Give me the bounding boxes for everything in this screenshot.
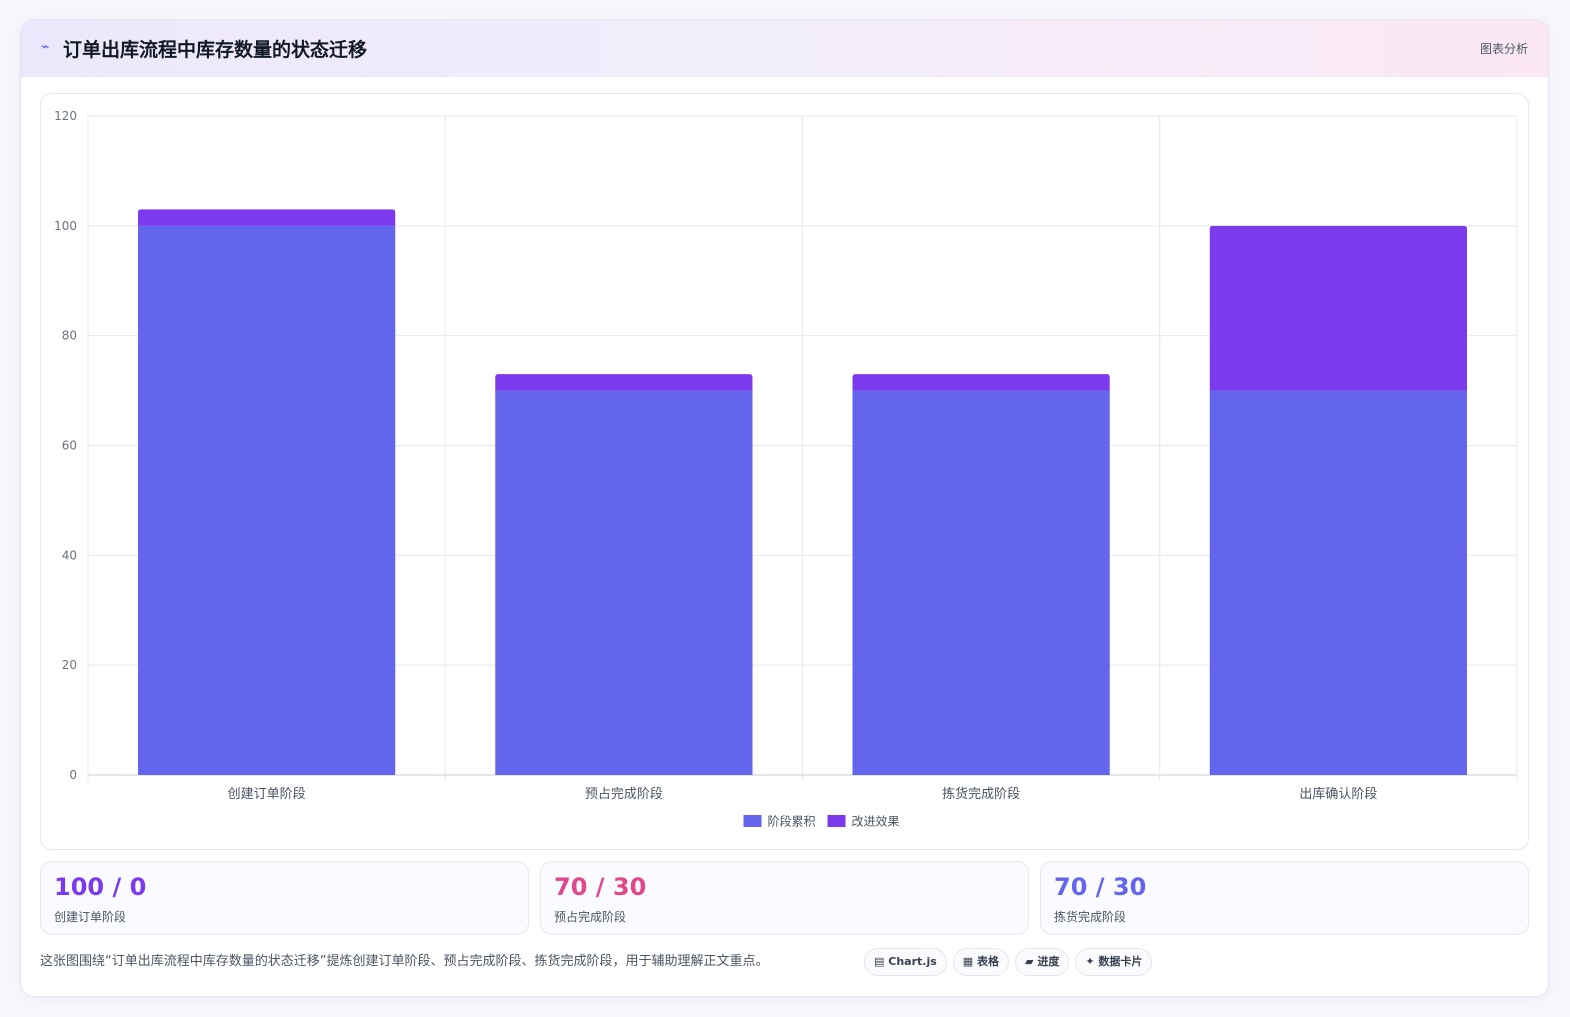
card-header: ⌁ 订单出库流程中库存数量的状态迁移 图表分析 bbox=[21, 20, 1548, 77]
stat-cards: 100 / 0 创建订单阶段 70 / 30 预占完成阶段 70 / 30 拣货… bbox=[40, 861, 1529, 935]
stat-card-reserve: 70 / 30 预占完成阶段 bbox=[540, 861, 1029, 935]
bar-segment-2 bbox=[852, 374, 1110, 391]
bar-segment-1 bbox=[1209, 390, 1467, 775]
x-tick-label: 出库确认阶段 bbox=[1299, 786, 1377, 802]
y-tick-label: 80 bbox=[62, 329, 77, 343]
tag-table[interactable]: ▦ 表格 bbox=[952, 948, 1010, 976]
chart-line-icon: ⌁ bbox=[41, 39, 50, 55]
bar-segment-2 bbox=[138, 209, 396, 226]
x-tick-label: 创建订单阶段 bbox=[228, 787, 306, 802]
x-tick-label: 预占完成阶段 bbox=[585, 787, 663, 802]
progress-icon: ▰ bbox=[1025, 955, 1034, 968]
legend-swatch bbox=[743, 815, 762, 827]
chart-icon: ▤ bbox=[874, 955, 885, 968]
chart-container: 0 20 40 60 80 100 120 创建订单阶段 预占完成阶段 拣货完成阶段 出库确认阶段阶… bbox=[40, 93, 1529, 850]
legend-label: 阶段累积 bbox=[768, 814, 816, 829]
stat-label: 预占完成阶段 bbox=[554, 910, 627, 924]
stat-value: 70 / 30 bbox=[1054, 873, 1147, 901]
chart-analysis-label: 图表分析 bbox=[1479, 42, 1528, 56]
chart-card: ⌁ 订单出库流程中库存数量的状态迁移 图表分析 0 20 40 60 80 100 120 创… bbox=[20, 19, 1549, 997]
card-title: 订单出库流程中库存数量的状态迁移 bbox=[63, 39, 368, 61]
stat-card-create: 100 / 0 创建订单阶段 bbox=[40, 861, 529, 935]
y-tick-label: 40 bbox=[62, 548, 77, 562]
tag-progress[interactable]: ▰ 进度 bbox=[1015, 948, 1070, 976]
legend-swatch bbox=[827, 815, 846, 827]
stacked-bar-chart: 0 20 40 60 80 100 120 创建订单阶段 预占完成阶段 拣货完成阶段 出库确认阶段阶… bbox=[54, 109, 1518, 829]
tag-chartjs[interactable]: ▤ Chart.js bbox=[864, 948, 947, 976]
sparkle-icon: ✦ bbox=[1085, 955, 1095, 968]
bar-segment-1 bbox=[495, 390, 753, 775]
tag-data-card[interactable]: ✦ 数据卡片 bbox=[1075, 948, 1153, 976]
chart-description: 这张图围绕“订单出库流程中库存数量的状态迁移”提炼创建订单阶段、预占完成阶段、拣… bbox=[40, 954, 769, 969]
stat-value: 100 / 0 bbox=[54, 873, 147, 901]
bar-segment-2 bbox=[495, 374, 753, 391]
y-tick-label: 100 bbox=[54, 219, 77, 233]
tag-label: 进度 bbox=[1037, 955, 1060, 968]
y-tick-label: 20 bbox=[62, 658, 77, 672]
y-tick-label: 0 bbox=[69, 768, 77, 782]
tag-label: 数据卡片 bbox=[1098, 955, 1143, 968]
bar-segment-1 bbox=[138, 225, 396, 776]
tag-list: ▤ Chart.js ▦ 表格 ▰ 进度 ✦ 数据卡片 bbox=[864, 948, 1158, 976]
stat-value: 70 / 30 bbox=[554, 873, 647, 901]
x-tick-label: 拣货完成阶段 bbox=[942, 786, 1020, 802]
bar-segment-1 bbox=[852, 390, 1110, 775]
legend-label: 改进效果 bbox=[852, 814, 900, 829]
stat-card-pick: 70 / 30 拣货完成阶段 bbox=[1040, 861, 1529, 935]
stat-label: 拣货完成阶段 bbox=[1054, 910, 1127, 924]
table-icon: ▦ bbox=[962, 955, 974, 968]
tag-label: 表格 bbox=[977, 955, 1000, 968]
bar-segment-2 bbox=[1209, 225, 1467, 391]
y-tick-label: 120 bbox=[54, 109, 77, 123]
y-tick-label: 60 bbox=[62, 439, 77, 453]
tag-label: Chart.js bbox=[888, 955, 937, 968]
stat-label: 创建订单阶段 bbox=[54, 910, 127, 924]
